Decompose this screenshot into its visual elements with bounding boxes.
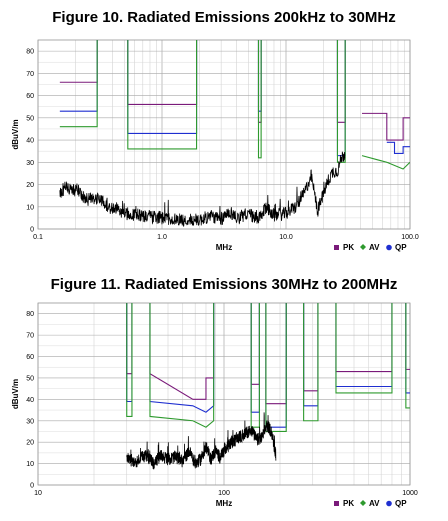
y-tick-label: 60	[26, 93, 34, 100]
legend-label-qp: QP	[395, 499, 407, 508]
legend-marker-qp	[386, 244, 392, 251]
y-tick-label: 80	[26, 49, 34, 56]
limit-line-av	[59, 40, 410, 170]
x-tick-label: 10.0	[279, 234, 293, 241]
x-tick-label: 0.1	[33, 234, 43, 241]
series-group-1	[126, 303, 410, 470]
series-group-0	[59, 40, 410, 227]
figure-10: Figure 10. Radiated Emissions 200kHz to …	[11, 9, 419, 252]
legend-label-pk: PK	[343, 499, 354, 508]
limit-line-av	[126, 303, 410, 433]
limit-line-pk	[126, 303, 410, 405]
y-axis-label: dBuV/m	[11, 379, 20, 409]
y-tick-label: 40	[26, 397, 34, 404]
figure-11: Figure 11. Radiated Emissions 30MHz to 2…	[0, 266, 448, 521]
legend-marker-av	[360, 500, 366, 506]
figure-10-chart: 0 10 20 30 40 50 60 70 80 0.1 1.0 10.0 100.0 MHz dBuV/…	[11, 39, 419, 252]
measurement-trace	[59, 151, 346, 227]
legend-label-av: AV	[369, 243, 380, 252]
legend-0: PK AV QP	[334, 243, 407, 252]
y-tick-label: 50	[26, 375, 34, 382]
limit-line-qp	[126, 303, 410, 428]
y-tick-label: 10	[26, 204, 34, 211]
legend-label-av: AV	[369, 499, 380, 508]
x-tick-label: 1.0	[157, 234, 167, 241]
y-tick-label: 70	[26, 71, 34, 78]
y-tick-label: 0	[30, 227, 34, 234]
y-tick-label: 30	[26, 418, 34, 425]
legend-marker-av	[360, 244, 366, 250]
y-tick-label: 70	[26, 333, 34, 340]
x-tick-label: 100	[218, 490, 230, 497]
y-tick-label: 40	[26, 138, 34, 145]
x-tick-label: 10	[34, 490, 42, 497]
measurement-trace	[126, 412, 277, 470]
legend-1: PK AV QP	[334, 499, 407, 508]
y-tick-label: 0	[30, 483, 34, 490]
legend-marker-qp	[386, 500, 392, 507]
legend-label-qp: QP	[395, 243, 407, 252]
y-tick-label: 30	[26, 160, 34, 167]
x-axis-label: MHz	[216, 243, 232, 252]
y-tick-label: 50	[26, 115, 34, 122]
plot-border	[37, 39, 411, 230]
y-tick-label: 20	[26, 440, 34, 447]
plot-border	[37, 302, 411, 486]
x-axis-label: MHz	[216, 499, 232, 508]
legend-label-pk: PK	[343, 243, 354, 252]
y-tick-label: 10	[26, 461, 34, 468]
y-axis-label: dBuV/m	[11, 119, 20, 149]
x-tick-label: 1000	[402, 490, 418, 497]
legend-marker-pk	[334, 245, 339, 250]
x-tick-label: 100.0	[401, 234, 419, 241]
figure-11-title: Figure 11. Radiated Emissions 30MHz to 2…	[50, 276, 398, 293]
y-tick-label: 60	[26, 354, 34, 361]
legend-marker-pk	[334, 501, 339, 506]
figure-10-title: Figure 10. Radiated Emissions 200kHz to …	[52, 9, 396, 26]
y-tick-label: 80	[26, 311, 34, 318]
y-tick-label: 20	[26, 182, 34, 189]
